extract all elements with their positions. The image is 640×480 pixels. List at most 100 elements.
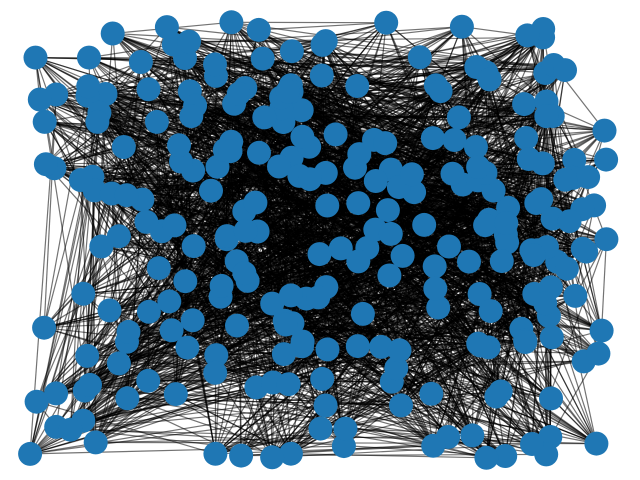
graph-node [529, 187, 554, 212]
graph-node [278, 283, 303, 308]
graph-node [275, 79, 300, 104]
graph-edge [87, 354, 217, 357]
graph-node [27, 87, 52, 112]
graph-node [576, 165, 601, 190]
graph-node [375, 198, 400, 223]
graph-node [420, 126, 445, 151]
graph-node [446, 105, 471, 130]
graph-edge [258, 22, 387, 31]
graph-node [146, 256, 171, 281]
graph-node [162, 213, 187, 238]
graph-node [32, 109, 57, 134]
graph-node [513, 330, 538, 354]
graph-node [246, 17, 271, 42]
graph-node [570, 236, 595, 261]
graph-node [350, 301, 375, 326]
graph-node [85, 109, 110, 134]
graph-edge [69, 86, 89, 430]
graph-node [163, 382, 188, 407]
graph-node [18, 441, 43, 466]
graph-node [377, 263, 402, 288]
graph-edge [585, 251, 603, 331]
graph-node [534, 104, 559, 129]
graph-node [307, 242, 332, 267]
graph-edge [504, 337, 553, 457]
graph-node [493, 444, 518, 468]
graph-edge [87, 95, 605, 132]
graph-node [134, 209, 159, 234]
graph-node [421, 433, 446, 458]
graph-node [271, 342, 296, 367]
graph-node [384, 356, 409, 381]
graph-node [225, 313, 249, 338]
graph-node [290, 329, 315, 354]
graph-node [203, 52, 227, 77]
graph-node [389, 393, 413, 418]
graph-node [563, 283, 588, 308]
graph-node [24, 389, 49, 414]
graph-node [278, 441, 303, 466]
graph-node [422, 254, 447, 279]
graph-node [276, 372, 301, 397]
graph-edge [214, 141, 232, 373]
graph-edge [263, 117, 502, 392]
graph-node [77, 45, 101, 70]
graph-node [313, 393, 338, 418]
graph-node [83, 430, 108, 455]
graph-node [203, 360, 228, 385]
node-layer [18, 10, 619, 470]
graph-node [181, 234, 206, 259]
graph-node [76, 74, 101, 99]
graph-node [167, 133, 191, 158]
graph-node [310, 32, 335, 57]
graph-node [437, 234, 461, 259]
graph-node [554, 256, 579, 281]
graph-node [412, 212, 437, 237]
graph-node [115, 386, 140, 411]
graph-edge [109, 91, 289, 311]
graph-node [440, 161, 465, 186]
graph-node [494, 211, 519, 235]
graph-node [58, 417, 83, 442]
graph-node [589, 318, 614, 343]
graph-node [346, 191, 371, 216]
graph-node [373, 131, 398, 156]
graph-edge [127, 249, 539, 399]
graph-edge [82, 230, 163, 295]
graph-edge [112, 33, 128, 196]
graph-node [250, 46, 275, 71]
graph-node [466, 155, 491, 179]
graph-node [423, 276, 448, 301]
graph-node [309, 63, 334, 88]
graph-edge [357, 85, 605, 132]
graph-node [514, 126, 539, 150]
graph-edge [30, 404, 326, 455]
graph-edge [36, 401, 216, 455]
graph-node [539, 325, 564, 350]
graph-node [390, 243, 415, 268]
graph-node [226, 81, 251, 106]
graph-node [474, 445, 499, 470]
graph-node [520, 432, 544, 456]
graph-node [154, 15, 179, 40]
graph-node [468, 333, 493, 358]
graph-node [477, 67, 502, 92]
graph-node [290, 124, 315, 149]
graph-node [553, 167, 578, 192]
graph-edge [257, 231, 402, 406]
graph-node [515, 23, 540, 48]
graph-node [407, 45, 432, 70]
graph-node [557, 209, 582, 234]
graph-edge [388, 79, 491, 276]
graph-node [289, 98, 314, 123]
graph-node [553, 58, 577, 83]
graph-edge [70, 404, 326, 431]
graph-node [315, 193, 340, 218]
graph-node [89, 234, 114, 259]
graph-node [116, 319, 141, 344]
graph-node [328, 236, 353, 261]
graph-edge [44, 121, 280, 168]
graph-node [114, 183, 139, 208]
graph-node [71, 281, 96, 306]
graph-node [333, 416, 358, 441]
